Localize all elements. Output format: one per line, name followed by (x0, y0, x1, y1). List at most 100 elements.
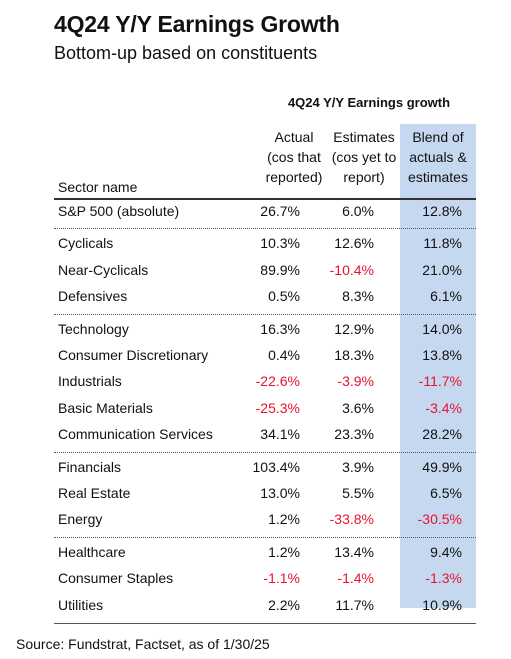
estimates-value-cell: 13.4% (334, 543, 374, 560)
source-note: Source: Fundstrat, Factset, as of 1/30/2… (16, 636, 270, 652)
table-row: Technology 16.3% 12.9% 14.0% (38, 319, 484, 341)
blend-value-cell: 49.9% (422, 458, 462, 475)
table-row: Consumer Staples -1.1% -1.4% -1.3% (38, 568, 484, 590)
actual-value-cell: 0.4% (268, 347, 300, 363)
sector-name-cell: Energy (58, 511, 103, 528)
actual-value-cell: 16.3% (260, 320, 300, 337)
sector-name-cell: Cyclicals (58, 235, 114, 252)
blend-value-cell: -3.4% (425, 399, 462, 416)
estimates-value-cell: 23.3% (334, 426, 374, 443)
actual-header-line: reported) (265, 169, 323, 185)
blend-value-cell: 6.1% (430, 288, 462, 305)
blend-value-cell: -30.5% (417, 511, 462, 528)
blend-value-cell: 21.0% (422, 261, 462, 278)
column-group-header: 4Q24 Y/Y Earnings growth (287, 95, 451, 110)
sector-name-cell: Consumer Staples (58, 570, 174, 587)
estimates-header-line: (cos yet to (331, 149, 397, 165)
sector-name-cell: S&P 500 (absolute) (58, 203, 180, 219)
sector-name-cell: Technology (58, 320, 129, 337)
blend-value-cell: 13.8% (422, 347, 462, 363)
estimates-header-line: report) (343, 169, 385, 185)
estimates-value-cell: -3.9% (337, 373, 374, 390)
actual-value-cell: 26.7% (260, 203, 300, 219)
blend-value-cell: 28.2% (422, 426, 462, 443)
estimates-value-cell: 12.6% (334, 235, 374, 252)
group-separator (54, 536, 476, 538)
blend-value-cell: 9.4% (430, 543, 462, 560)
actual-value-cell: 1.2% (268, 543, 300, 560)
blend-value-cell: 6.5% (430, 485, 462, 501)
blend-value-cell: 11.8% (423, 235, 462, 252)
table-row: Consumer Discretionary 0.4% 18.3% 13.8% (38, 345, 484, 367)
blend-header-line: estimates (408, 169, 468, 185)
blend-column-highlight (400, 124, 476, 608)
estimates-value-cell: -1.4% (337, 570, 374, 587)
estimates-value-cell: 18.3% (334, 347, 374, 363)
sector-name-cell: Utilities (58, 596, 104, 613)
actual-value-cell: -1.1% (263, 570, 300, 587)
actual-value-cell: 13.0% (260, 485, 300, 501)
blend-value-cell: -1.3% (425, 570, 462, 587)
estimates-value-cell: 3.6% (342, 399, 374, 416)
sector-column-header: Sector name (58, 179, 138, 195)
table-row: Defensives 0.5% 8.3% 6.1% (38, 286, 484, 308)
sector-name-cell: Communication Services (58, 426, 213, 443)
header-rule (54, 198, 476, 200)
sector-name-cell: Real Estate (58, 485, 131, 501)
actual-value-cell: 1.2% (268, 511, 300, 528)
estimates-header-line: Estimates (333, 129, 395, 145)
group-separator (54, 313, 476, 315)
estimates-value-cell: 8.3% (342, 288, 374, 305)
table-row: Financials 103.4% 3.9% 49.9% (38, 457, 484, 479)
table-row: Near-Cyclicals 89.9% -10.4% 21.0% (38, 260, 484, 282)
estimates-value-cell: -33.8% (329, 511, 374, 528)
table-bottom-rule (54, 623, 476, 624)
chart-subtitle: Bottom-up based on constituents (54, 43, 318, 63)
estimates-column-header: Estimates (cos yet to report) (324, 127, 404, 187)
table-row: S&P 500 (absolute) 26.7% 6.0% 12.8% (38, 201, 484, 223)
earnings-growth-card: 4Q24 Y/Y Earnings Growth Bottom-up based… (16, 2, 484, 652)
estimates-value-cell: 6.0% (342, 203, 374, 219)
actual-value-cell: 2.2% (268, 596, 300, 613)
actual-value-cell: 34.1% (260, 426, 300, 443)
chart-title: 4Q24 Y/Y Earnings Growth (54, 11, 340, 37)
sector-name-cell: Financials (58, 458, 122, 475)
blend-header-line: Blend of (412, 129, 464, 145)
actual-value-cell: 10.3% (260, 235, 300, 252)
sector-name-cell: Basic Materials (58, 399, 153, 416)
blend-value-cell: 12.8% (422, 203, 462, 219)
estimates-value-cell: 11.7% (335, 596, 374, 613)
group-separator (54, 228, 476, 230)
estimates-value-cell: 5.5% (342, 485, 374, 501)
actual-header-line: Actual (274, 129, 314, 145)
group-separator (54, 451, 476, 453)
table-row: Cyclicals 10.3% 12.6% 11.8% (38, 233, 484, 255)
actual-value-cell: 89.9% (260, 261, 300, 278)
sector-name-cell: Near-Cyclicals (58, 261, 149, 278)
table-row: Basic Materials -25.3% 3.6% -3.4% (38, 398, 484, 420)
blend-column-header: Blend of actuals & estimates (400, 127, 476, 187)
blend-value-cell: 10.9% (422, 596, 462, 613)
sector-name-cell: Consumer Discretionary (58, 347, 209, 363)
actual-column-header: Actual (cos that reported) (252, 127, 336, 187)
sector-name-cell: Defensives (58, 288, 128, 305)
estimates-value-cell: 3.9% (342, 458, 374, 475)
table-row: Industrials -22.6% -3.9% -11.7% (38, 371, 484, 393)
actual-header-line: (cos that (267, 149, 321, 165)
blend-value-cell: 14.0% (422, 320, 462, 337)
blend-header-line: actuals & (409, 149, 467, 165)
table-row: Real Estate 13.0% 5.5% 6.5% (38, 483, 484, 505)
actual-value-cell: -25.3% (255, 399, 300, 416)
table-row: Communication Services 34.1% 23.3% 28.2% (38, 424, 484, 446)
estimates-value-cell: 12.9% (334, 320, 374, 337)
sector-name-cell: Industrials (58, 373, 122, 390)
actual-value-cell: 103.4% (252, 458, 300, 475)
table-row: Energy 1.2% -33.8% -30.5% (38, 509, 484, 531)
sector-name-cell: Healthcare (58, 543, 126, 560)
blend-value-cell: -11.7% (418, 373, 462, 390)
estimates-value-cell: -10.4% (329, 261, 374, 278)
actual-value-cell: 0.5% (268, 288, 300, 305)
table-row: Utilities 2.2% 11.7% 10.9% (38, 595, 484, 617)
table-row: Healthcare 1.2% 13.4% 9.4% (38, 542, 484, 564)
actual-value-cell: -22.6% (255, 373, 300, 390)
